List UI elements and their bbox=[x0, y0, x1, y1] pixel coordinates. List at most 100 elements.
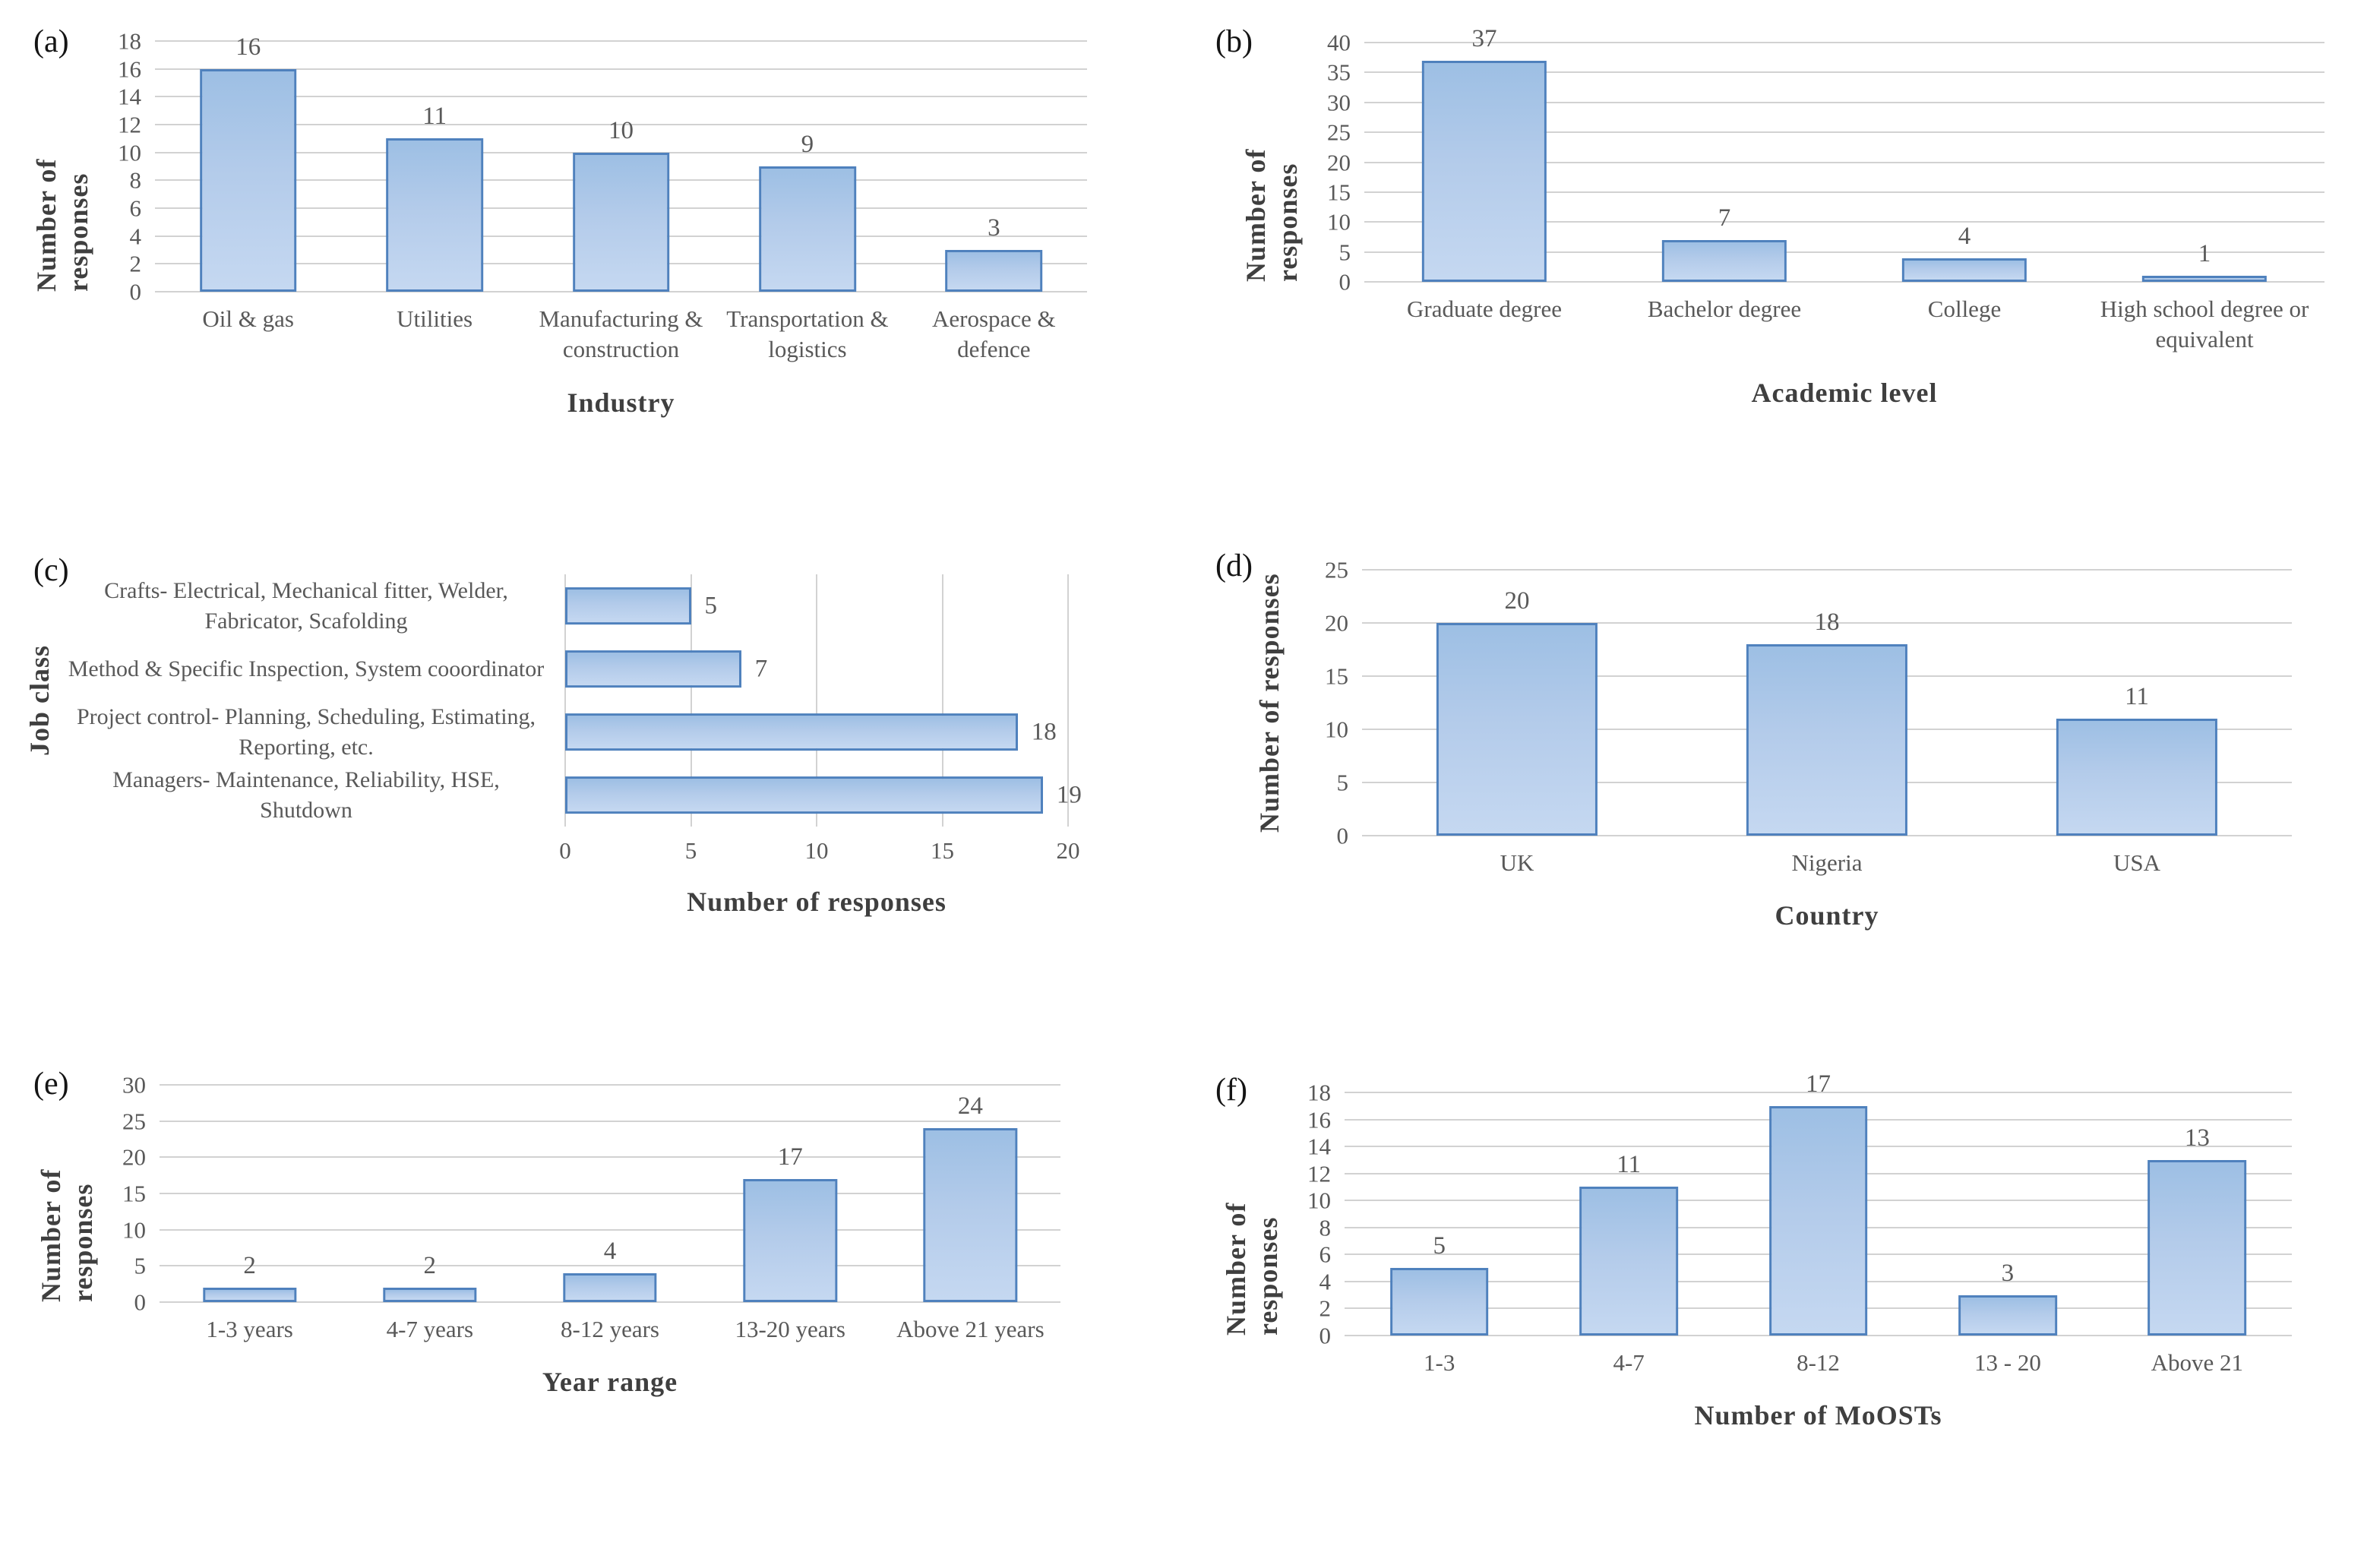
bar-slot: 20 bbox=[1362, 570, 1672, 836]
gridline bbox=[160, 1156, 1060, 1159]
bar-value-label: 18 bbox=[1814, 609, 1840, 636]
y-tick-label: 14 bbox=[118, 83, 141, 110]
bar-value-label: 1 bbox=[2198, 240, 2211, 268]
y-tick-label: 35 bbox=[1327, 58, 1351, 86]
bar-value-label: 3 bbox=[988, 214, 1000, 242]
bar-value-label: 5 bbox=[704, 592, 718, 619]
category-label: Transportation & logistics bbox=[726, 305, 889, 363]
y-axis-title: Number of responses bbox=[1240, 148, 1303, 282]
bar-value-label: 7 bbox=[1718, 204, 1731, 232]
chart-panel-industry: (a) Number of responses 0 2 4 6 8 10 12 14 16 18 16… bbox=[0, 0, 1182, 524]
bar-slot: 16 bbox=[155, 34, 341, 292]
category-label: 13 - 20 bbox=[1974, 1349, 2041, 1376]
gridline bbox=[564, 574, 566, 827]
y-tick-label: 0 bbox=[1336, 822, 1349, 849]
bar-value-label: 3 bbox=[2001, 1259, 2015, 1287]
category-label: Nigeria bbox=[1791, 849, 1863, 876]
gridline bbox=[155, 124, 1087, 125]
bar-value-label: 7 bbox=[754, 655, 768, 682]
bar bbox=[923, 1128, 1018, 1302]
bar-slot: 5 bbox=[1345, 1092, 1534, 1336]
y-tick-label: 2 bbox=[1319, 1295, 1332, 1322]
y-tick-label: 25 bbox=[122, 1108, 146, 1135]
y-tick-label: 8 bbox=[1319, 1214, 1332, 1241]
bar bbox=[565, 776, 1043, 814]
x-tick-label: 10 bbox=[804, 837, 829, 864]
bar-slot: 9 bbox=[714, 41, 900, 292]
bar-slot: 3 bbox=[901, 41, 1087, 292]
bar bbox=[565, 713, 1018, 751]
gridline bbox=[816, 574, 817, 827]
y-tick-label: 15 bbox=[1325, 662, 1348, 690]
category-label: High school degree or equivalent bbox=[2100, 296, 2309, 353]
category-labels: 1-3 years 4-7 years 8-12 years 13-20 years A… bbox=[160, 1302, 1060, 1345]
plot-area: 20 18 11 bbox=[1362, 569, 2292, 836]
gridline bbox=[1364, 281, 2324, 283]
bar-slot: 18 bbox=[565, 700, 1068, 763]
bar-value-label: 13 bbox=[2184, 1124, 2210, 1152]
y-tick-label: 5 bbox=[1336, 769, 1349, 796]
category-label: Oil & gas bbox=[202, 305, 294, 332]
y-tick-labels: 0 2 4 6 8 10 12 14 16 18 bbox=[1275, 1081, 1345, 1348]
y-axis-title: Number of responses bbox=[1221, 1202, 1283, 1336]
bar-value-label: 11 bbox=[1617, 1151, 1641, 1179]
gridline bbox=[1362, 622, 2292, 624]
bar-slot: 11 bbox=[1534, 1092, 1723, 1336]
category-label: Project control- Planning, Scheduling, E… bbox=[76, 703, 536, 760]
x-tick-label: 5 bbox=[684, 837, 697, 864]
gridline bbox=[1364, 221, 2324, 223]
gridline bbox=[1364, 101, 2324, 103]
x-axis-title: Number of MoOSTs bbox=[1694, 1400, 1942, 1431]
category-label: 13-20 years bbox=[735, 1316, 845, 1342]
gridline bbox=[155, 291, 1087, 292]
bar bbox=[1958, 1295, 2057, 1336]
gridline bbox=[155, 96, 1087, 98]
gridline bbox=[160, 1193, 1060, 1194]
bar bbox=[2141, 276, 2268, 282]
x-tick-label: 20 bbox=[1056, 837, 1080, 864]
y-tick-label: 20 bbox=[1327, 149, 1351, 175]
plot-area: 5 11 17 3 13 bbox=[1345, 1071, 2292, 1336]
bar bbox=[1421, 60, 1547, 282]
bar-slot: 5 bbox=[565, 574, 1068, 637]
bar bbox=[1768, 1105, 1868, 1336]
bar-slot: 2 bbox=[340, 1085, 520, 1302]
gridline bbox=[1364, 71, 2324, 74]
bar bbox=[199, 68, 297, 292]
category-label: 4-7 bbox=[1613, 1349, 1645, 1376]
bar-slot: 19 bbox=[565, 763, 1082, 827]
category-label: Crafts- Electrical, Mechanical fitter, W… bbox=[104, 577, 508, 634]
gridline bbox=[155, 68, 1087, 70]
category-label: Above 21 bbox=[2151, 1349, 2244, 1376]
bar-value-label: 18 bbox=[1031, 718, 1057, 745]
y-tick-label: 0 bbox=[134, 1288, 147, 1316]
panel-label-e: (e) bbox=[33, 1067, 69, 1102]
y-tick-label: 10 bbox=[1325, 716, 1348, 743]
bar bbox=[563, 1272, 657, 1302]
bar-value-label: 11 bbox=[422, 103, 447, 131]
bar-value-label: 11 bbox=[2125, 683, 2149, 710]
y-tick-label: 4 bbox=[129, 223, 142, 250]
category-label: Utilities bbox=[397, 305, 473, 332]
gridline bbox=[160, 1301, 1060, 1303]
y-tick-label: 25 bbox=[1325, 556, 1348, 583]
bar-chart-job-class: Job class Crafts- Electrical, Mechanical … bbox=[15, 574, 1082, 918]
bar-chart-industry: Number of responses 0 2 4 6 8 10 12 14 16 18 16 11 10… bbox=[31, 30, 1087, 419]
category-label: Above 21 years bbox=[896, 1316, 1045, 1342]
gridline bbox=[1362, 835, 2292, 836]
y-tick-label: 5 bbox=[1338, 239, 1351, 266]
category-labels: Crafts- Electrical, Mechanical fitter, W… bbox=[64, 574, 565, 827]
y-axis-title: Number of responses bbox=[1254, 573, 1285, 833]
bar-chart-academic-level: Number of responses 0 5 10 15 20 25 30 35 40 37 7 4 1… bbox=[1240, 26, 2324, 409]
y-tick-labels: 0 5 10 15 20 25 30 35 40 bbox=[1294, 31, 1364, 294]
bar-slot: 2 bbox=[160, 1085, 340, 1302]
x-tick-label: 15 bbox=[931, 837, 954, 864]
bar-value-label: 16 bbox=[235, 33, 261, 61]
bar-value-label: 10 bbox=[608, 116, 634, 144]
bar-value-label: 17 bbox=[777, 1143, 803, 1171]
bar-slot: 1 bbox=[2084, 43, 2324, 282]
gridline bbox=[1364, 42, 2324, 43]
y-tick-label: 6 bbox=[129, 194, 142, 222]
x-axis-title: Academic level bbox=[1751, 377, 1938, 408]
x-axis-title: Number of responses bbox=[687, 887, 947, 917]
